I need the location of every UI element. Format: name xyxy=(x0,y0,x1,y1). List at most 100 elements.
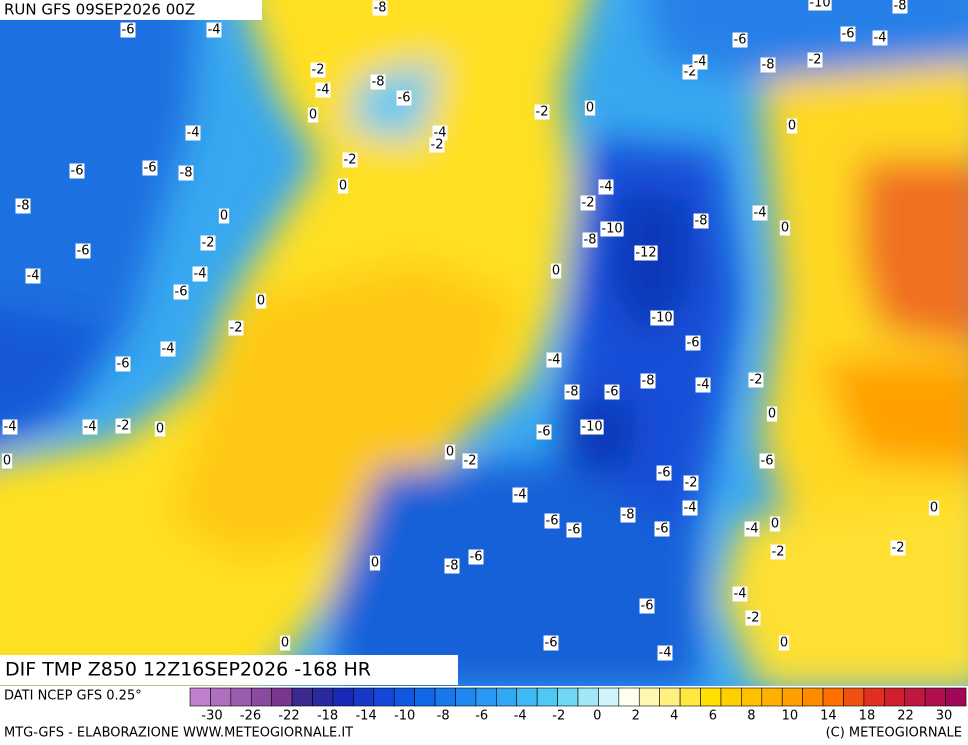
label-bg xyxy=(769,516,781,532)
label-bg xyxy=(15,198,31,214)
color-box xyxy=(945,687,967,707)
color-box xyxy=(434,687,456,707)
contour-label: -4 xyxy=(162,342,175,357)
contour-label: -2 xyxy=(431,138,444,153)
label-bg xyxy=(432,125,448,141)
colorbar-tick-label: 14 xyxy=(820,709,837,724)
contour-label: -2 xyxy=(230,321,243,336)
color-box xyxy=(924,687,946,707)
contour-label: -2 xyxy=(685,476,698,491)
color-box xyxy=(802,687,824,707)
label-bg xyxy=(178,165,194,181)
contour-label: -10 xyxy=(651,311,672,326)
label-bg xyxy=(462,453,478,469)
label-bg xyxy=(580,195,596,211)
label-bg xyxy=(372,0,388,16)
contour-label: 0 xyxy=(930,501,938,516)
label-bg xyxy=(75,243,91,259)
contour-label: 0 xyxy=(156,422,164,437)
color-box xyxy=(271,687,293,707)
contour-label: 0 xyxy=(281,636,289,651)
label-bg xyxy=(600,221,624,237)
contour-label: -6 xyxy=(175,285,188,300)
label-bg xyxy=(807,52,823,68)
label-bg xyxy=(82,419,98,435)
contour-label: -6 xyxy=(641,599,654,614)
contour-label: -2 xyxy=(464,454,477,469)
contour-label: -8 xyxy=(17,199,30,214)
contour-label: 0 xyxy=(780,636,788,651)
color-box xyxy=(414,687,436,707)
run-box xyxy=(0,0,262,20)
contour-label: -10 xyxy=(809,0,830,11)
label-bg xyxy=(142,160,158,176)
colorbar-tick-label: -22 xyxy=(278,709,299,724)
label-bg xyxy=(255,293,267,309)
contour-label: 0 xyxy=(771,517,779,532)
colorbar-tick-label: -8 xyxy=(437,709,450,724)
color-box xyxy=(904,687,926,707)
contour-label: -2 xyxy=(750,373,763,388)
contour-label: -8 xyxy=(622,508,635,523)
west-warm-core xyxy=(170,260,520,560)
label-bg xyxy=(759,453,775,469)
east-cold-core xyxy=(610,190,690,340)
contour-label: -4 xyxy=(194,267,207,282)
label-bg xyxy=(890,540,906,556)
color-box xyxy=(230,687,252,707)
contour-label: 0 xyxy=(781,221,789,236)
contour-label: -6 xyxy=(117,357,130,372)
contour-label: -6 xyxy=(122,23,135,38)
contour-label: -6 xyxy=(658,466,671,481)
balkan-cold-core xyxy=(560,400,640,470)
contour-label: -6 xyxy=(77,244,90,259)
color-box xyxy=(250,687,272,707)
east-hot-core xyxy=(860,160,968,346)
label-bg xyxy=(370,74,386,90)
contour-label: -2 xyxy=(772,545,785,560)
label-bg xyxy=(206,22,222,38)
colorbar-tick-label: -18 xyxy=(317,709,338,724)
label-bg xyxy=(598,179,614,195)
contour-label: -2 xyxy=(747,611,760,626)
contour-label: -8 xyxy=(446,559,459,574)
colorbar-tick-label: -10 xyxy=(394,709,415,724)
label-bg xyxy=(544,513,560,529)
color-box xyxy=(781,687,803,707)
label-bg xyxy=(310,62,326,78)
contour-label: -6 xyxy=(71,164,84,179)
color-box xyxy=(332,687,354,707)
colorbar-tick-label: 6 xyxy=(709,709,717,724)
label-bg xyxy=(770,544,786,560)
contour-label: -4 xyxy=(187,126,200,141)
contour-label: 0 xyxy=(788,119,796,134)
colorbar-tick-label: 2 xyxy=(632,709,640,724)
north-east-cool xyxy=(648,0,968,80)
color-box xyxy=(210,687,232,707)
label-bg xyxy=(279,635,291,651)
label-bg xyxy=(695,377,711,393)
contour-label: -2 xyxy=(582,196,595,211)
field-shading xyxy=(0,0,968,686)
color-box xyxy=(822,687,844,707)
colorbar-tick-label: 18 xyxy=(859,709,876,724)
label-bg xyxy=(639,598,655,614)
label-bg xyxy=(173,284,189,300)
contour-label: -12 xyxy=(635,246,656,261)
colorbar-tick-label: 0 xyxy=(593,709,601,724)
label-bg xyxy=(342,152,358,168)
label-bg xyxy=(546,352,562,368)
label-bg xyxy=(512,487,528,503)
contour-label: -8 xyxy=(374,1,387,16)
contour-label: 0 xyxy=(446,445,454,460)
label-bg xyxy=(584,100,596,116)
contour-label: -4 xyxy=(434,126,447,141)
contour-label: -6 xyxy=(761,454,774,469)
label-bg xyxy=(654,521,670,537)
label-bg xyxy=(808,0,832,11)
colorbar-tick-label: -4 xyxy=(514,709,527,724)
color-box xyxy=(536,687,558,707)
color-box xyxy=(863,687,885,707)
label-bg xyxy=(640,373,656,389)
label-bg xyxy=(656,465,672,481)
